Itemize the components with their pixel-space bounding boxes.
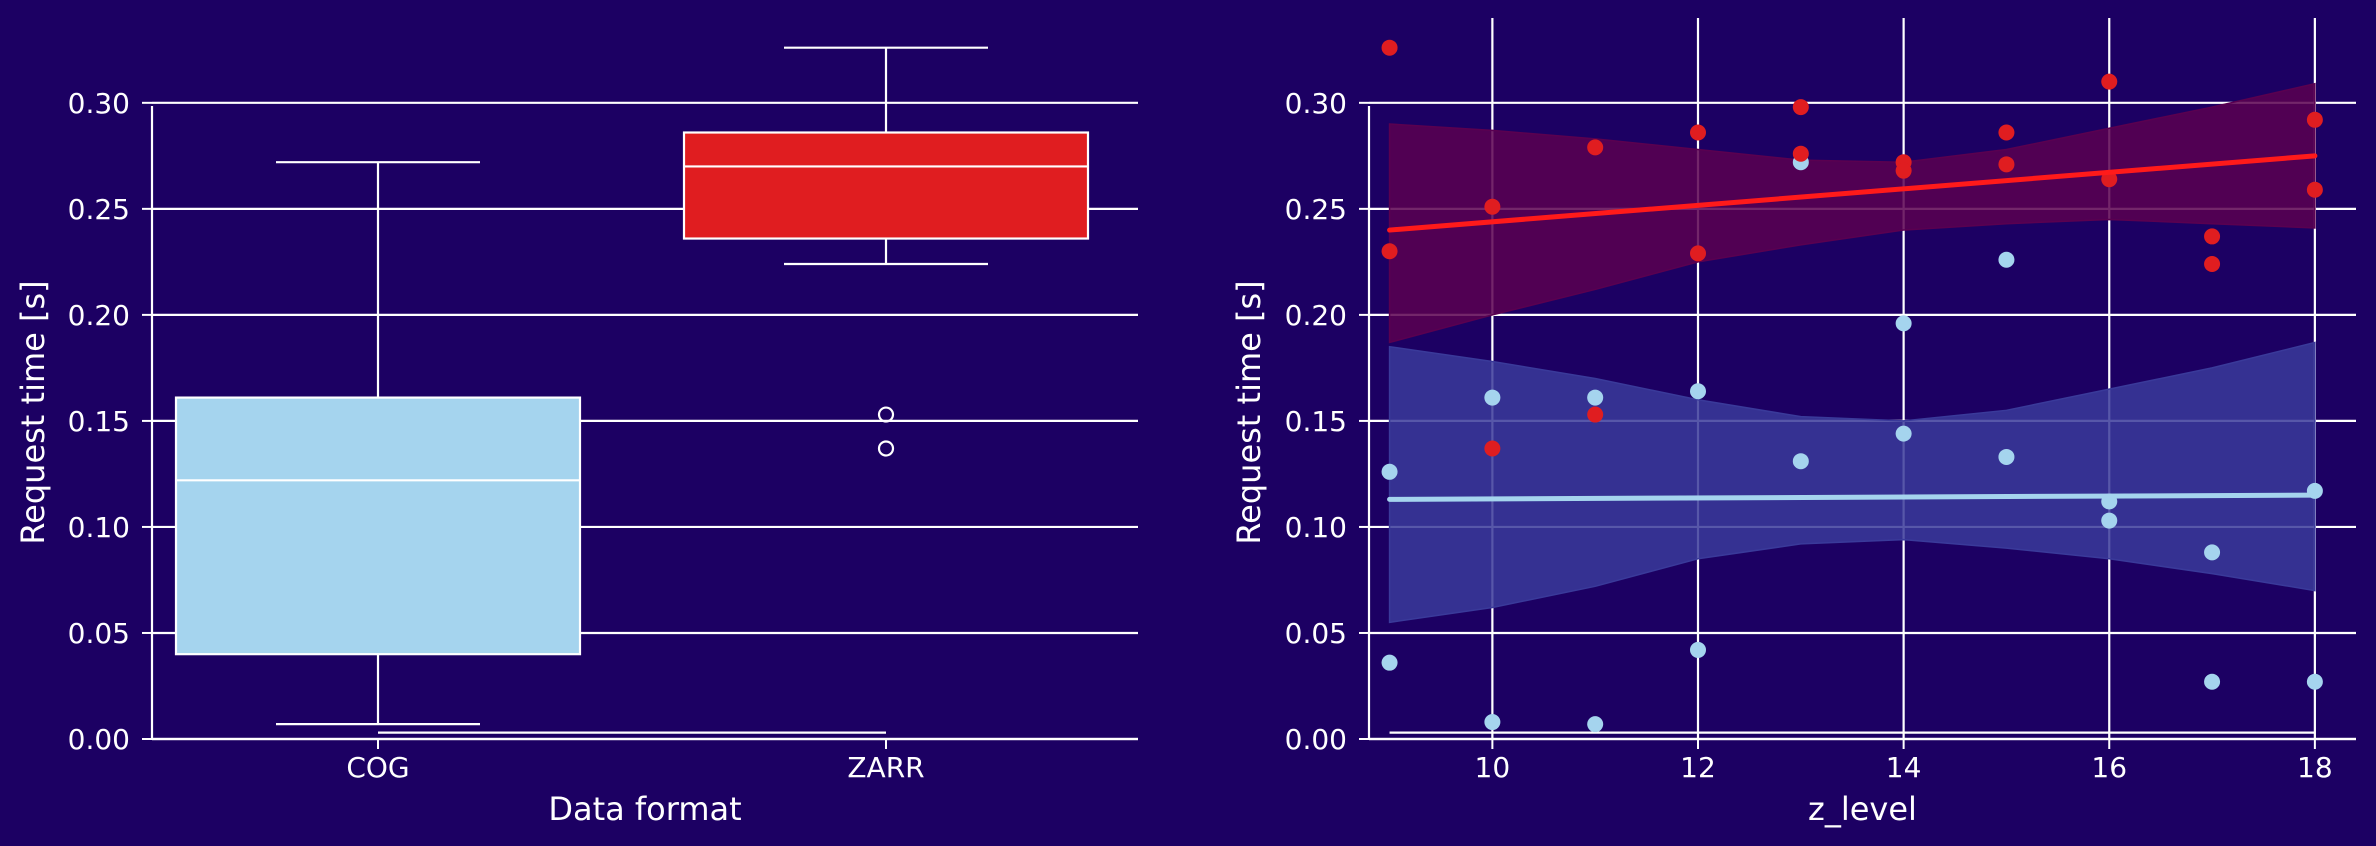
cog-scatter-point: [2204, 673, 2221, 690]
box-zarr: [682, 46, 1090, 457]
zarr-scatter-point: [2306, 181, 2323, 198]
zarr-scatter-point: [2101, 171, 2118, 188]
cog-scatter-point: [1690, 641, 1706, 658]
boxplot-y-tick-label: 0.10: [68, 511, 130, 544]
cog-scatter-point: [1381, 463, 1398, 480]
cog-scatter-point: [1895, 315, 1912, 332]
box-iqr: [682, 131, 1090, 240]
zarr-scatter-point: [1895, 162, 1912, 179]
zarr-scatter-point: [1484, 440, 1501, 457]
boxplot-y-tick-label: 0.25: [68, 193, 130, 226]
cog-regression-line: [1387, 492, 2318, 502]
zarr-scatter-point: [1690, 245, 1706, 262]
cog-scatter-point: [2204, 544, 2221, 561]
boxplot-panel: 0.00 0.05 0.10 0.15 0.20 0.25 0.30 COG ZARR Data…: [14, 46, 1138, 828]
scatter-y-axis-label: Request time [s]: [1230, 280, 1268, 544]
zarr-scatter-point: [1792, 99, 1809, 116]
boxplot-y-axis-label: Request time [s]: [14, 280, 52, 544]
cog-scatter-point: [1895, 425, 1912, 442]
zarr-scatter-point: [2306, 111, 2323, 128]
zarr-scatter-point: [1587, 406, 1604, 423]
boxplot-y-tick-label: 0.05: [68, 617, 130, 650]
cog-scatter-point: [1587, 389, 1604, 406]
scatter-x-tick-label: 16: [2091, 751, 2127, 784]
boxplot-y-tick-label: 0.20: [68, 299, 130, 332]
cog-scatter-point: [1998, 448, 2015, 465]
zarr-scatter-point: [1690, 124, 1706, 141]
zarr-scatter-point: [1792, 145, 1809, 162]
boxplot-x-tick-label: ZARR: [847, 751, 924, 784]
zarr-scatter-point: [1587, 139, 1604, 156]
cog-scatter-point: [1792, 453, 1809, 470]
cog-scatter-point: [1381, 654, 1398, 671]
zarr-scatter-point: [2204, 228, 2221, 245]
scatter-y-tick-label: 0.15: [1285, 405, 1347, 438]
box-iqr: [174, 396, 582, 656]
cog-confidence-band: [1388, 341, 2316, 624]
cog-scatter-point: [2306, 673, 2323, 690]
zarr-scatter-point: [1998, 156, 2015, 173]
boxplot-y-tick-label: 0.30: [68, 87, 130, 120]
scatter-y-tick-label: 0.10: [1285, 511, 1347, 544]
scatter-points: [1381, 39, 2323, 733]
boxplot-marks: [174, 46, 1090, 734]
cog-scatter-point: [1690, 383, 1706, 400]
scatter-y-tick-label: 0.05: [1285, 617, 1347, 650]
scatter-y-tick-label: 0.00: [1285, 723, 1347, 756]
zarr-scatter-point: [1484, 198, 1501, 215]
box-cog: [174, 161, 582, 726]
zarr-scatter-point: [2101, 73, 2118, 90]
scatter-x-tick-label: 10: [1475, 751, 1511, 784]
boxplot-y-tick-label: 0.00: [68, 723, 130, 756]
zarr-regression-line: [1387, 153, 2318, 233]
scatter-panel: 0.00 0.05 0.10 0.15 0.20 0.25 0.30 10 12 14 16 18 z…: [1230, 18, 2356, 828]
cog-scatter-point: [1484, 389, 1501, 406]
zarr-scatter-point: [1381, 243, 1398, 260]
scatter-confidence-bands: [1388, 82, 2316, 624]
boxplot-y-tick-label: 0.15: [68, 405, 130, 438]
zarr-scatter-point: [1998, 124, 2015, 141]
zarr-scatter-point: [1381, 39, 1398, 56]
scatter-fit-lines: [1387, 153, 2318, 502]
zarr-confidence-band: [1388, 82, 2316, 344]
boxplot-axes: 0.00 0.05 0.10 0.15 0.20 0.25 0.30 COG ZARR: [68, 87, 1138, 784]
cog-scatter-point: [1998, 251, 2015, 268]
cog-scatter-point: [1484, 714, 1501, 731]
zarr-scatter-point: [2204, 255, 2221, 272]
scatter-y-tick-label: 0.30: [1285, 87, 1347, 120]
cog-scatter-point: [2101, 512, 2118, 529]
scatter-x-tick-label: 18: [2297, 751, 2333, 784]
scatter-axes: 0.00 0.05 0.10 0.15 0.20 0.25 0.30 10 12 14 16 18: [1285, 87, 2356, 784]
box-outlier: [877, 406, 895, 423]
boxplot-x-tick-label: COG: [346, 751, 409, 784]
scatter-x-tick-label: 12: [1680, 751, 1716, 784]
scatter-y-tick-label: 0.20: [1285, 299, 1347, 332]
scatter-x-tick-label: 14: [1886, 751, 1922, 784]
boxplot-x-axis-label: Data format: [548, 790, 741, 828]
cog-scatter-point: [1587, 716, 1604, 733]
scatter-y-tick-label: 0.25: [1285, 193, 1347, 226]
scatter-x-axis-label: z_level: [1808, 790, 1917, 828]
box-outlier: [877, 440, 895, 457]
